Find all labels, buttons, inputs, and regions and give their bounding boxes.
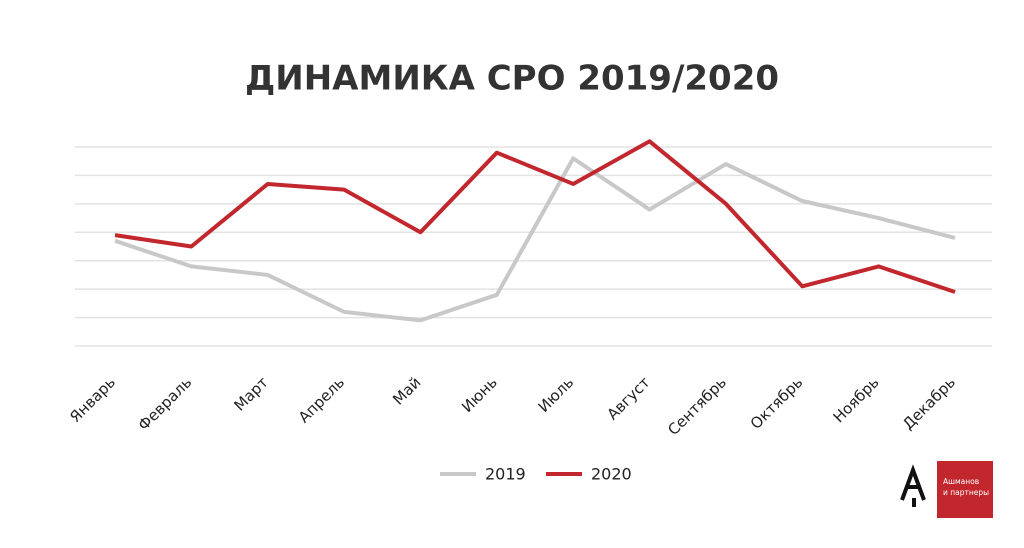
x-tick-label: Январь (66, 373, 119, 426)
logo-icon (900, 464, 926, 507)
logo-text: и партнеры (943, 488, 989, 497)
x-tick-label: Июль (535, 373, 578, 416)
x-tick-label: Май (389, 373, 424, 408)
logo-box (937, 461, 993, 518)
legend-label: 2019 (485, 465, 526, 484)
x-tick-label: Сентябрь (664, 373, 730, 439)
logo-text: Ашманов (943, 477, 979, 486)
series-line (114, 156, 956, 323)
x-tick-label: Февраль (134, 373, 195, 434)
x-tick-label: Март (230, 373, 271, 414)
x-tick-label: Октябрь (747, 373, 807, 433)
chart-title: ДИНАМИКА СРО 2019/2020 (245, 59, 779, 99)
x-tick-label: Август (603, 373, 653, 423)
x-tick-label: Ноябрь (830, 373, 883, 426)
x-tick-label: Декабрь (899, 373, 959, 433)
x-tick-label: Апрель (295, 373, 348, 426)
logo: Ашманов и партнеры (900, 461, 993, 518)
legend-label: 2020 (591, 465, 632, 484)
x-tick-label: Июнь (458, 373, 501, 416)
series-line (114, 139, 956, 294)
